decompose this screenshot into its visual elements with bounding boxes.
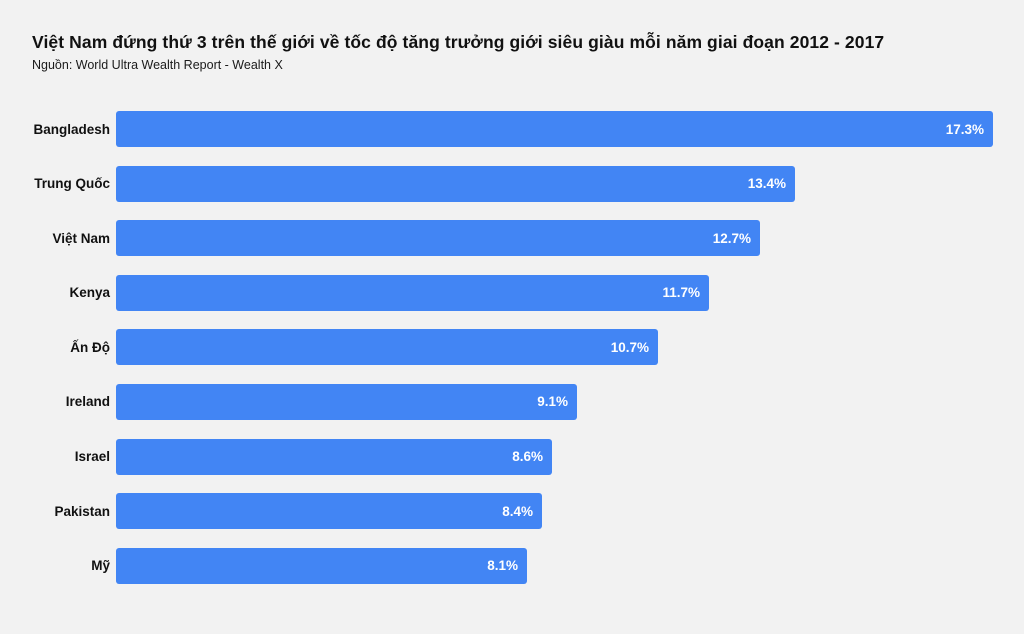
bar-track: 10.7%: [116, 329, 1024, 366]
bar-chart: Bangladesh 17.3% Trung Quốc 13.4% Việt Nam 12…: [0, 111, 1024, 602]
bar-value-label: 10.7%: [610, 339, 649, 355]
bar-track: 13.4%: [116, 165, 1024, 202]
bar-track: 8.1%: [116, 547, 1024, 584]
source-caption: Nguồn: World Ultra Wealth Report - Wealt…: [32, 58, 283, 72]
bar-value-label: 8.1%: [487, 558, 518, 574]
bar-value-label: 11.7%: [662, 285, 700, 301]
chart-row: Ireland 9.1%: [0, 383, 1024, 420]
bar-category-label: Mỹ: [91, 558, 110, 574]
bar-category-label: Việt Nam: [52, 230, 110, 246]
page-title: Việt Nam đứng thứ 3 trên thế giới về tốc…: [32, 32, 885, 52]
bar: 9.1%: [116, 383, 577, 420]
bar-track: 17.3%: [116, 111, 1024, 147]
chart-row: Kenya 11.7%: [0, 274, 1024, 311]
bar-category-label: Kenya: [69, 285, 110, 301]
bar-track: 12.7%: [116, 220, 1024, 257]
chart-row: Pakistan 8.4%: [0, 493, 1024, 530]
bar-value-label: 8.4%: [502, 503, 533, 519]
bar-category-label: Israel: [74, 449, 110, 465]
chart-row: Ấn Độ 10.7%: [0, 329, 1024, 366]
bar-category-label: Ấn Độ: [70, 339, 110, 355]
bar-track: 8.4%: [116, 493, 1024, 530]
bar: 10.7%: [116, 329, 658, 366]
bar-value-label: 9.1%: [537, 394, 568, 410]
bar: 11.7%: [116, 274, 709, 311]
chart-row: Việt Nam 12.7%: [0, 220, 1024, 257]
bar-category-label: Trung Quốc: [34, 176, 110, 192]
bar-track: 11.7%: [116, 274, 1024, 311]
chart-row: Israel 8.6%: [0, 438, 1024, 475]
bar-value-label: 13.4%: [747, 176, 786, 192]
bar-value-label: 17.3%: [945, 121, 984, 137]
bar-category-label: Ireland: [65, 394, 110, 410]
bar: 8.4%: [116, 493, 542, 530]
bar: 17.3%: [116, 111, 993, 147]
bar: 8.1%: [116, 547, 527, 584]
chart-row: Trung Quốc 13.4%: [0, 165, 1024, 202]
bar-track: 8.6%: [116, 438, 1024, 475]
bar-track: 9.1%: [116, 383, 1024, 420]
bar-category-label: Pakistan: [54, 503, 110, 519]
chart-row: Bangladesh 17.3%: [0, 111, 1024, 147]
chart-row: Mỹ 8.1%: [0, 547, 1024, 584]
bar-value-label: 8.6%: [512, 449, 543, 465]
bar: 13.4%: [116, 165, 795, 202]
bar-category-label: Bangladesh: [33, 121, 110, 137]
bar: 8.6%: [116, 438, 552, 475]
bar: 12.7%: [116, 220, 760, 257]
bar-value-label: 12.7%: [712, 230, 751, 246]
